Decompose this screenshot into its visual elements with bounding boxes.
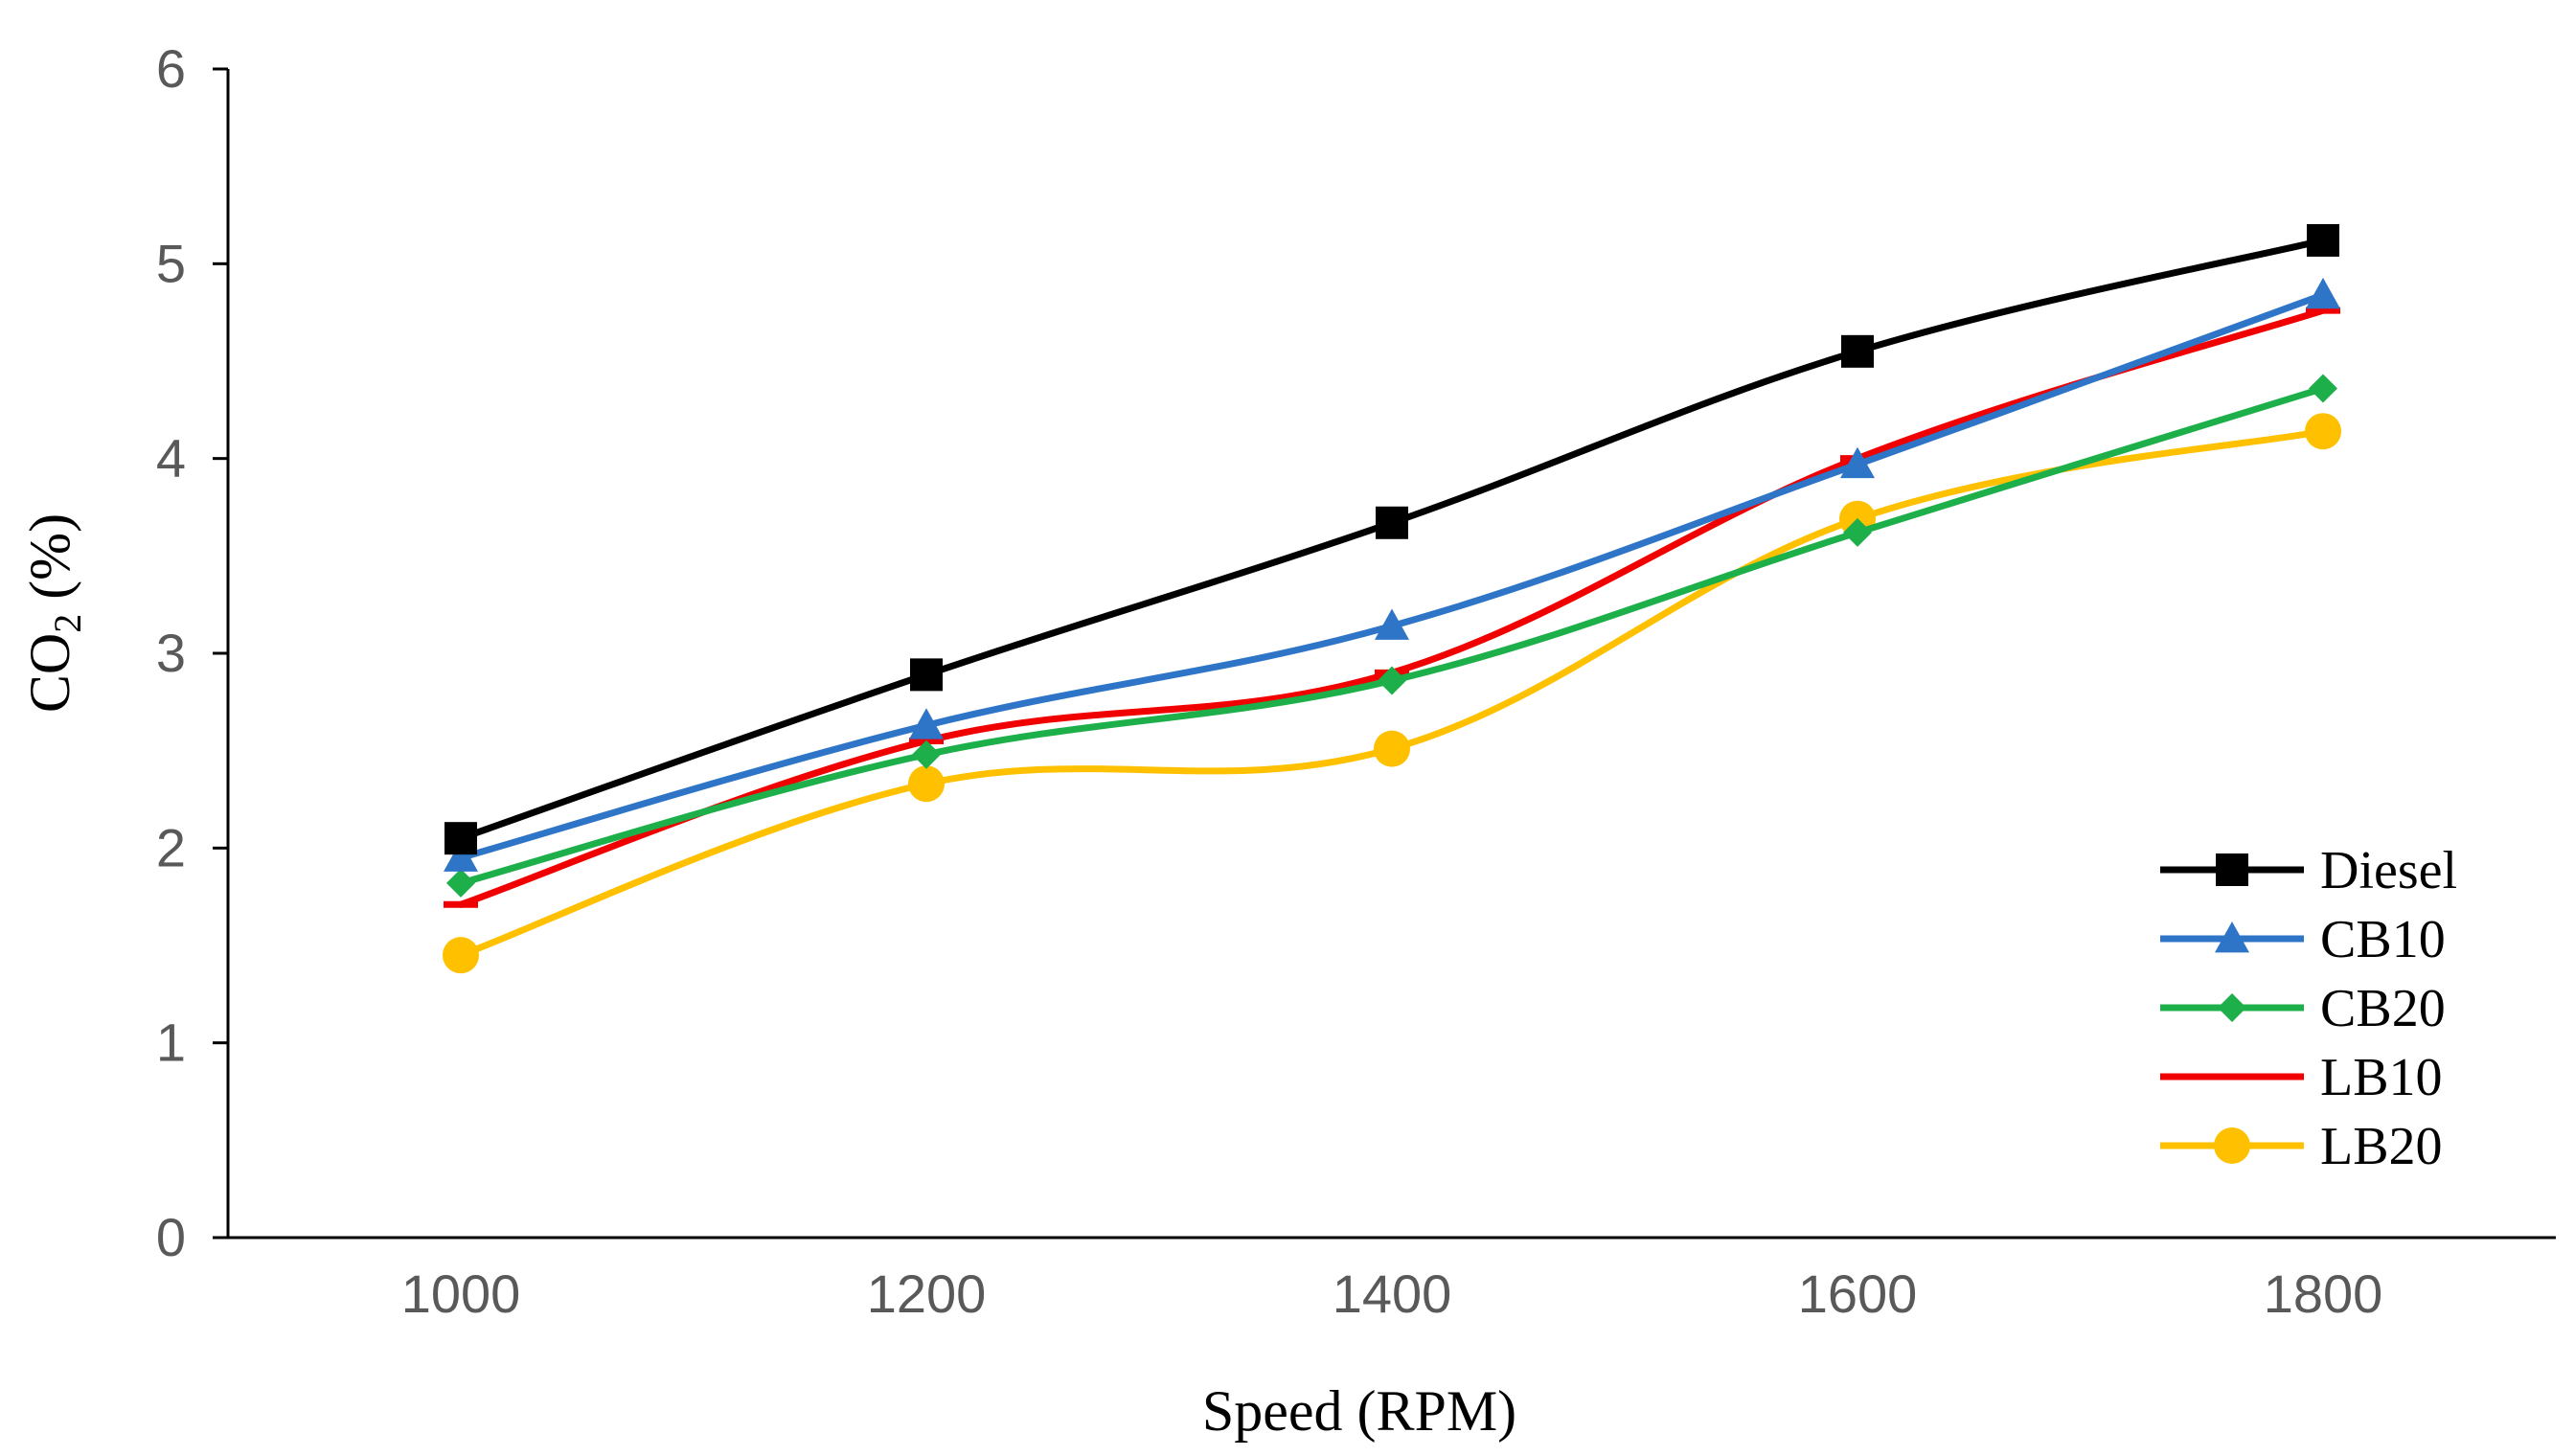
data-point-diesel xyxy=(1376,506,1408,539)
legend-marker-lb20 xyxy=(2214,1127,2250,1164)
data-point-lb20 xyxy=(908,765,945,803)
series-line-cb10 xyxy=(457,291,2327,861)
x-tick-label: 1200 xyxy=(867,1263,987,1324)
legend-label-cb20: CB20 xyxy=(2320,979,2446,1038)
data-point-diesel xyxy=(2307,223,2339,257)
data-point-cb10 xyxy=(909,708,944,739)
x-axis-title: Speed (RPM) xyxy=(1202,1379,1516,1443)
legend-item-diesel: Diesel xyxy=(2160,841,2457,900)
y-tick-label: 6 xyxy=(156,38,186,99)
x-tick-label: 1400 xyxy=(1333,1263,1452,1324)
x-tick-label: 1600 xyxy=(1798,1263,1918,1324)
x-tick-label: 1000 xyxy=(401,1263,521,1324)
data-point-cb10 xyxy=(2306,277,2340,309)
y-tick-label: 4 xyxy=(156,428,186,489)
y-tick-label: 3 xyxy=(156,623,186,683)
y-axis-title-rest: (%) xyxy=(18,513,81,614)
legend-label-lb10: LB10 xyxy=(2320,1048,2443,1107)
y-axis-title: CO2 (%) xyxy=(18,513,89,713)
y-tick-label: 5 xyxy=(156,233,186,293)
legend-marker-cb20 xyxy=(2218,993,2246,1022)
data-point-cb20 xyxy=(912,739,941,769)
axes: 0 1 2 3 4 5 6 1000 1200 1400 1600 1800 xyxy=(156,38,2556,1324)
y-axis-title-main: CO xyxy=(18,633,81,713)
data-point-cb10 xyxy=(1840,446,1875,479)
data-point-diesel xyxy=(910,658,943,692)
legend: Diesel CB10 CB20 LB10 LB20 xyxy=(2160,841,2457,1176)
series-cb20 xyxy=(446,374,2337,898)
legend-label-lb20: LB20 xyxy=(2320,1117,2443,1176)
y-tick-label: 0 xyxy=(156,1207,186,1267)
data-point-cb10 xyxy=(1375,608,1409,640)
data-point-lb20 xyxy=(2305,413,2341,450)
legend-item-cb20: CB20 xyxy=(2160,979,2446,1038)
legend-marker-cb10 xyxy=(2215,921,2249,953)
legend-label-diesel: Diesel xyxy=(2320,841,2457,900)
data-point-diesel xyxy=(444,822,477,855)
series-lb10 xyxy=(444,307,2340,908)
data-point-cb20 xyxy=(2309,374,2337,403)
data-point-cb10 xyxy=(444,840,478,872)
x-tick-label: 1800 xyxy=(2264,1263,2383,1324)
data-point-cb20 xyxy=(446,868,475,898)
data-point-diesel xyxy=(1841,334,1874,368)
legend-item-cb10: CB10 xyxy=(2160,910,2446,969)
legend-item-lb20: LB20 xyxy=(2160,1117,2443,1176)
series-lines xyxy=(443,223,2341,974)
data-point-lb20 xyxy=(443,937,479,974)
series-diesel xyxy=(444,223,2339,855)
data-point-lb20 xyxy=(1374,730,1410,767)
legend-label-cb10: CB10 xyxy=(2320,910,2446,969)
data-point-cb20 xyxy=(1843,517,1872,547)
y-axis-title-subscript: 2 xyxy=(46,614,89,633)
data-point-cb20 xyxy=(1378,666,1406,695)
legend-marker-diesel xyxy=(2216,853,2248,886)
y-tick-label: 1 xyxy=(156,1012,186,1073)
legend-item-lb10: LB10 xyxy=(2160,1048,2443,1107)
series-cb10 xyxy=(444,277,2340,872)
y-tick-label: 2 xyxy=(156,817,186,877)
